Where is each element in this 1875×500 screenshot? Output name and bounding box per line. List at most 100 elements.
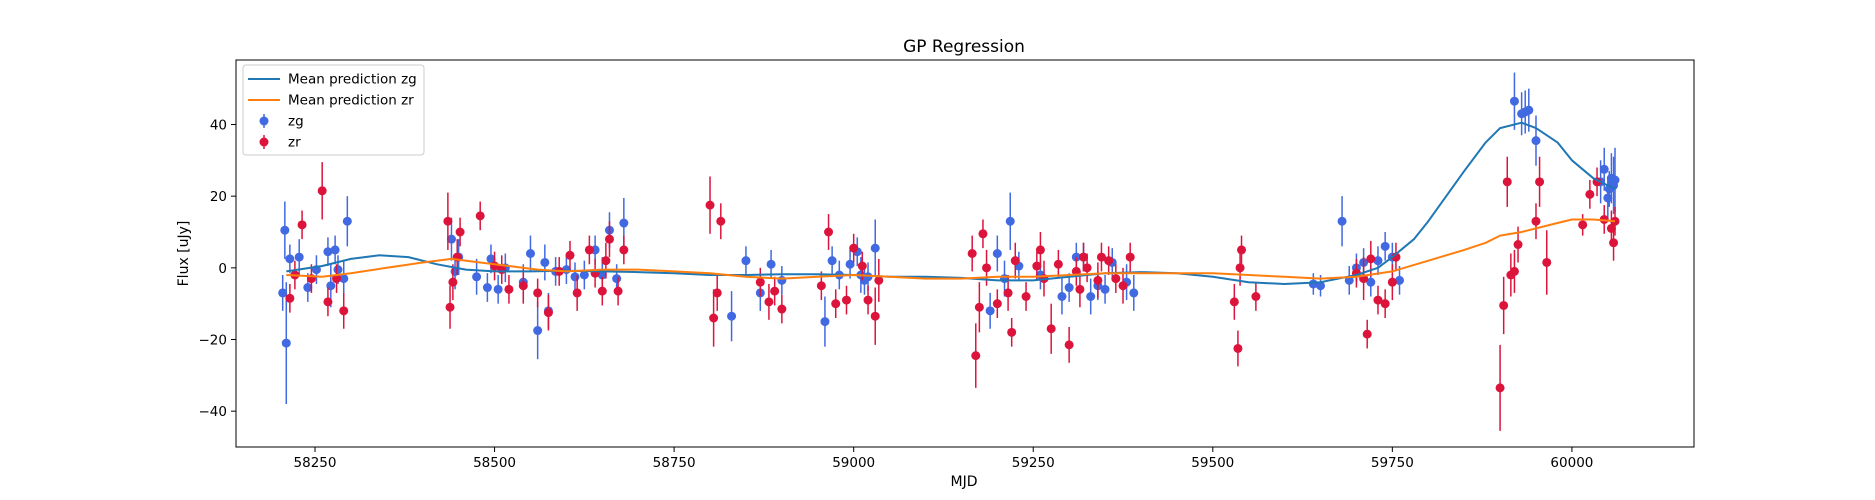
point-zg (1610, 175, 1620, 185)
point-zg (1380, 241, 1390, 251)
x-tick-label: 59000 (832, 455, 875, 471)
point-zr (974, 302, 984, 312)
point-zr (849, 243, 859, 253)
point-zr (339, 306, 349, 316)
point-zr (1366, 254, 1376, 264)
point-zr (443, 216, 453, 226)
point-zr (992, 299, 1002, 309)
point-zg (1337, 216, 1347, 226)
x-tick-label: 58750 (653, 455, 696, 471)
point-zg (777, 275, 787, 285)
point-zr (1535, 177, 1545, 187)
point-zg (278, 288, 288, 298)
point-zg (741, 256, 751, 266)
point-zg (1509, 96, 1519, 106)
point-zg (1316, 281, 1326, 291)
point-zr (1064, 340, 1074, 350)
point-zg (1100, 284, 1110, 294)
x-tick-label: 58250 (294, 455, 337, 471)
point-zr (978, 229, 988, 239)
point-zr (1387, 277, 1397, 287)
mean-line-zr (286, 218, 1616, 280)
point-zr (824, 227, 834, 237)
point-zr (1542, 257, 1552, 267)
x-tick-label: 59250 (1012, 455, 1055, 471)
x-tick-label: 60000 (1550, 455, 1593, 471)
point-zr (1251, 292, 1261, 301)
point-zr (448, 277, 458, 287)
legend-zr-marker (259, 137, 269, 147)
point-zg (870, 243, 880, 253)
x-axis-ticks: 58250 58500 58750 59000 59250 59500 59750 60000 (294, 447, 1593, 471)
point-zr (1235, 263, 1245, 273)
point-zr (863, 295, 873, 305)
mean-line-zg (286, 121, 1616, 285)
point-zr (1021, 292, 1031, 301)
legend-zg-marker (259, 116, 269, 126)
point-zr (982, 263, 992, 273)
point-zr (777, 304, 787, 314)
series-zg (278, 72, 1620, 404)
point-zr (1079, 252, 1089, 262)
point-zg (992, 249, 1002, 258)
point-zr (1499, 300, 1509, 310)
plot-area-frame (235, 59, 1695, 448)
point-zg (1603, 193, 1613, 203)
point-zg (525, 249, 535, 258)
point-zg (1057, 292, 1067, 301)
y-tick-label: −40 (199, 404, 228, 420)
y-axis-ticks: −40 −20 0 20 40 (199, 118, 236, 420)
legend: Mean prediction zg Mean prediction zr zg… (242, 64, 425, 156)
point-zr (445, 302, 455, 312)
point-zg (1086, 292, 1096, 301)
point-zg (597, 270, 607, 280)
point-zr (841, 295, 851, 305)
point-zg (619, 218, 629, 228)
point-zr (533, 288, 543, 298)
point-zr (716, 216, 726, 226)
point-zg (863, 272, 873, 282)
point-zr (874, 275, 884, 285)
point-zr (1082, 263, 1092, 273)
point-zg (294, 252, 304, 262)
point-zr (1010, 256, 1020, 266)
point-zg (845, 259, 855, 269)
point-zg (1524, 105, 1534, 115)
x-tick-label: 59750 (1371, 455, 1414, 471)
point-zr (584, 245, 594, 255)
point-zg (533, 326, 543, 336)
y-tick-label: −20 (199, 333, 228, 349)
point-zg (1064, 283, 1074, 293)
point-zr (475, 211, 485, 221)
point-zr (870, 311, 880, 321)
point-zr (1035, 245, 1045, 255)
y-tick-label: 0 (218, 261, 227, 277)
point-zg (1599, 164, 1609, 174)
point-zg (579, 270, 589, 280)
point-zr (619, 245, 629, 255)
point-zr (1003, 288, 1013, 298)
chart-title: GP Regression (903, 37, 1025, 57)
legend-label-zg: zg (288, 114, 304, 130)
series-zr (285, 156, 1620, 431)
point-zr (971, 351, 981, 361)
point-zr (1502, 177, 1512, 187)
point-zg (482, 283, 492, 293)
point-zg (1366, 277, 1376, 287)
point-zg (766, 259, 776, 269)
point-zr (1531, 216, 1541, 226)
legend-label-zr-line: Mean prediction zr (288, 93, 414, 109)
legend-box (242, 64, 425, 156)
point-zr (285, 293, 295, 303)
point-zg (280, 225, 290, 235)
point-zr (1053, 259, 1063, 269)
point-zr (1495, 383, 1505, 393)
point-zr (764, 297, 774, 307)
point-zr (504, 284, 514, 294)
point-zg (1005, 216, 1015, 226)
point-zg (1531, 136, 1541, 146)
point-zr (1373, 295, 1383, 305)
point-zg (493, 284, 503, 294)
point-zg (330, 245, 340, 255)
